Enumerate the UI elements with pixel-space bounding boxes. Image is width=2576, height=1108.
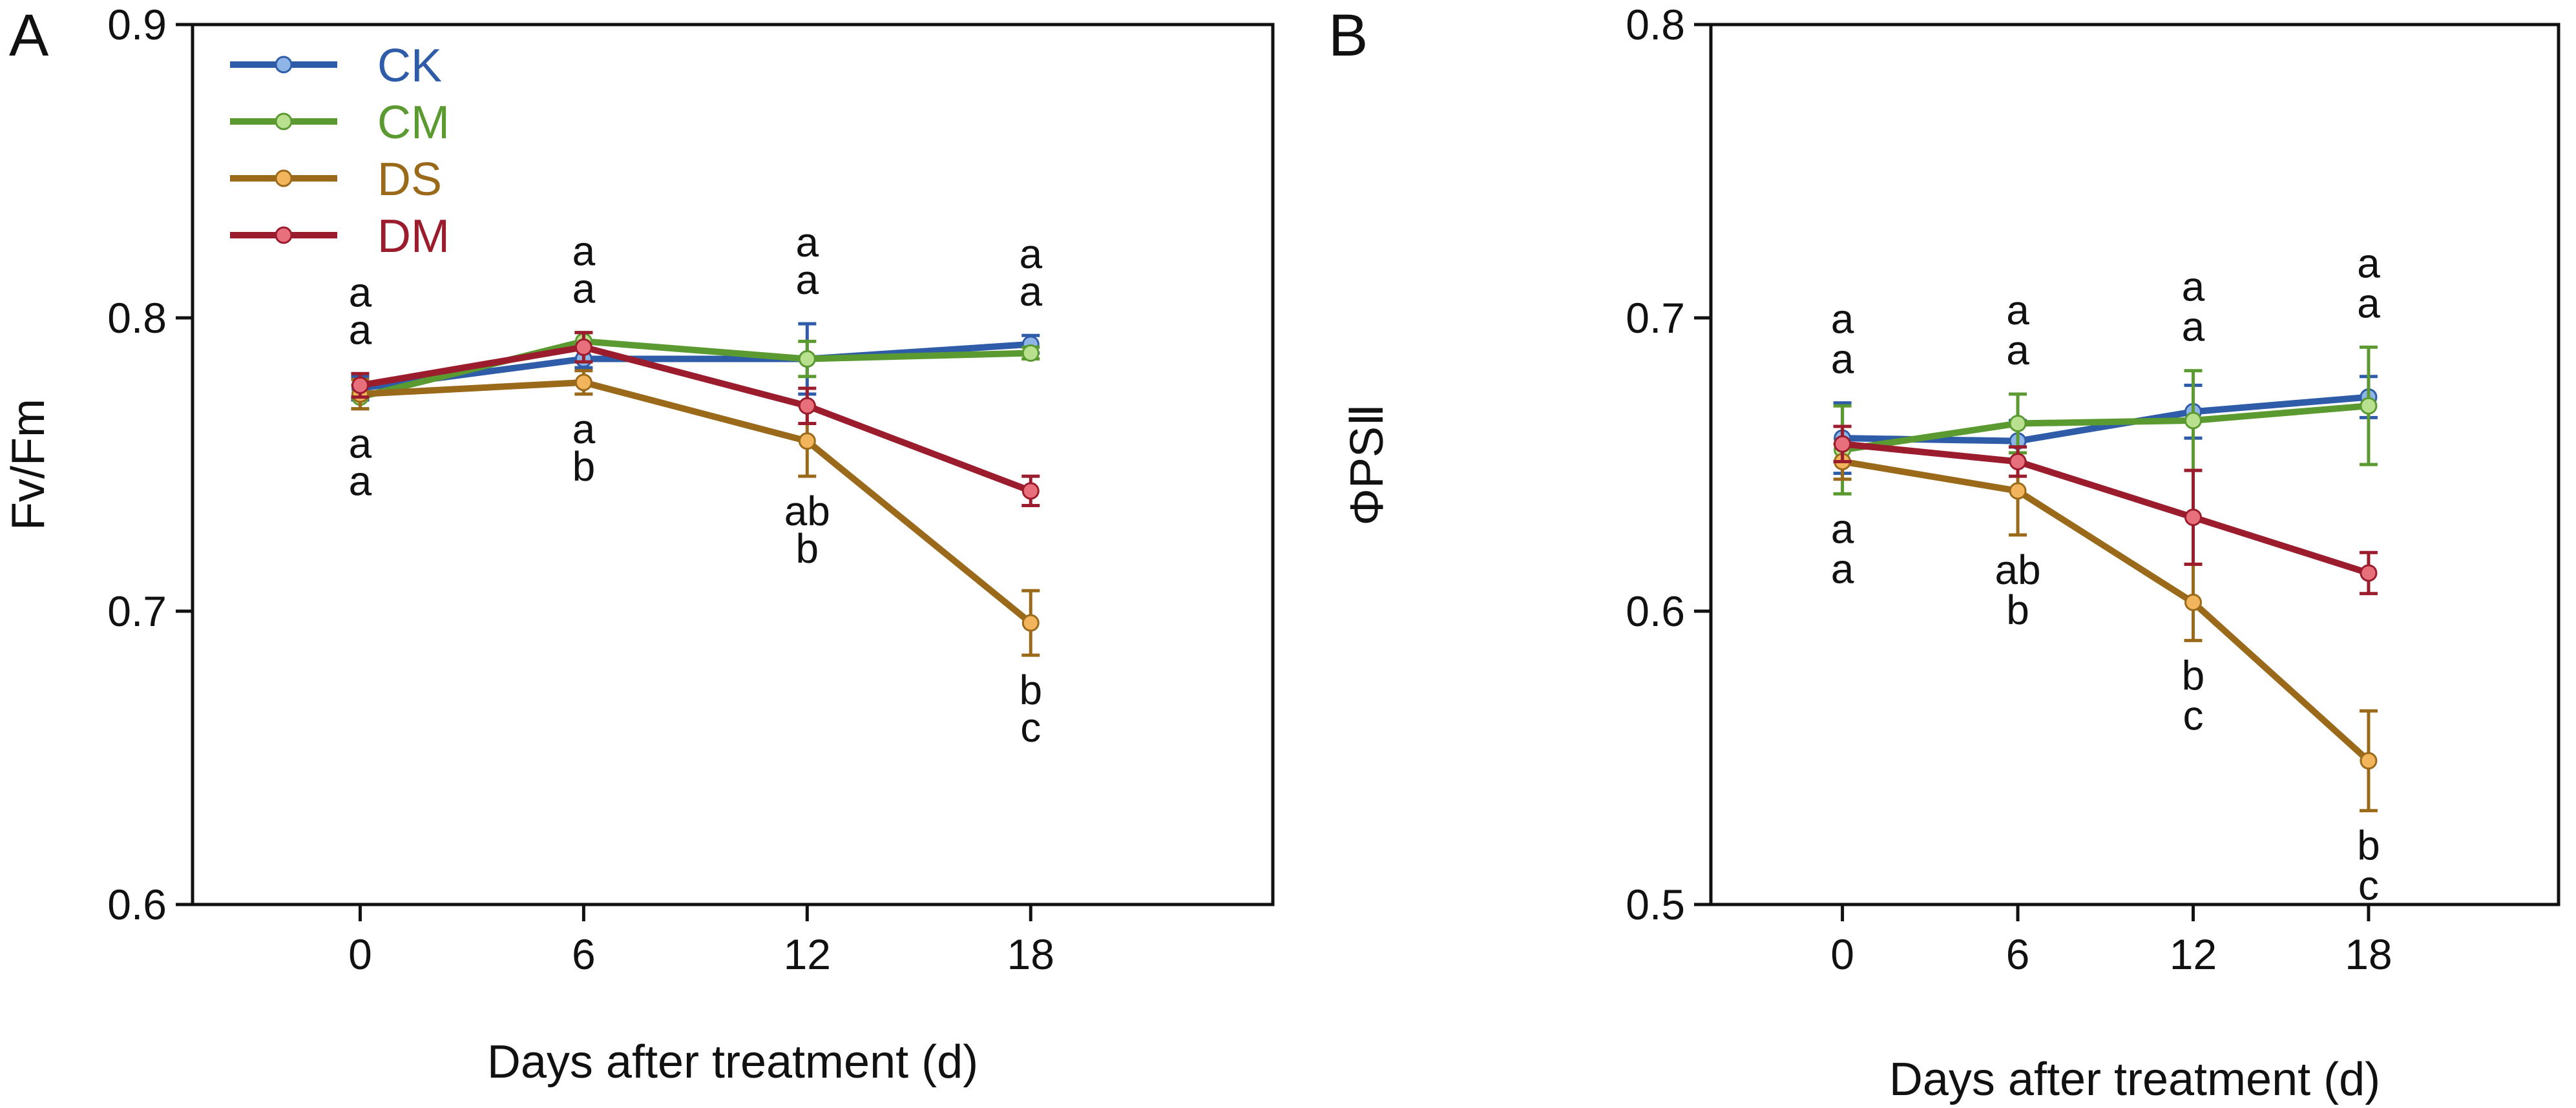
data-point [1021, 614, 1040, 632]
data-point [574, 338, 592, 356]
data-point [798, 397, 816, 415]
legend-label: DM [377, 211, 450, 262]
significance-letter: c [2358, 862, 2379, 909]
significance-letter: a [572, 228, 596, 275]
significance-letter: a [349, 421, 372, 467]
data-point [2184, 593, 2202, 611]
significance-letter: a [1019, 268, 1042, 315]
data-point [2009, 452, 2027, 470]
data-point [2360, 564, 2378, 582]
data-point [1834, 435, 1852, 453]
significance-letter: a [1831, 505, 1854, 552]
x-axis-label: Days after treatment (d) [1889, 1054, 2380, 1105]
data-point [2009, 414, 2027, 432]
series-line-dm [359, 344, 1032, 494]
significance-letter: a [796, 219, 819, 266]
significance-letter: b [796, 525, 819, 572]
series-line-cm [1841, 402, 2369, 454]
significance-letter: a [2006, 327, 2029, 373]
x-tick-label: 12 [2170, 930, 2217, 978]
significance-letter: a [349, 269, 372, 315]
significance-letter: a [2357, 280, 2380, 326]
x-tick-label: 0 [348, 930, 372, 978]
plot-frame [191, 23, 1275, 906]
panel-b: B 0.5 0.6 0.7 0.8 0 6 12 18 Days after treatment … [1328, 1, 2560, 1105]
data-point [1021, 344, 1040, 362]
significance-letter: b [2182, 652, 2205, 698]
significance-letter: b [2357, 822, 2380, 869]
data-point [574, 373, 592, 392]
panel-label: B [1328, 3, 1368, 68]
data-point [798, 350, 816, 368]
x-tick-label: 6 [572, 930, 596, 978]
legend-marker [275, 56, 293, 74]
data-point [2184, 508, 2202, 527]
significance-letter: a [1831, 336, 1854, 382]
x-tick-label: 0 [1830, 930, 1854, 978]
data-point [2360, 752, 2378, 770]
legend-label: CK [377, 40, 442, 92]
significance-letter: a [1831, 545, 1854, 592]
y-tick-label: 0.9 [107, 1, 167, 48]
legend-label: DS [377, 154, 442, 205]
significance-letter: ab [784, 488, 830, 534]
data-point [351, 376, 369, 394]
series-line-ds [360, 379, 1033, 626]
y-axis-label: Fv/Fm [3, 399, 54, 530]
y-tick-label: 0.7 [107, 587, 167, 635]
y-tick-label: 0.7 [1626, 294, 1685, 342]
panel-label: A [9, 3, 49, 68]
x-tick-label: 12 [784, 930, 831, 978]
data-point [1021, 482, 1040, 500]
significance-letter: b [1019, 667, 1042, 713]
x-axis-label: Days after treatment (d) [487, 1036, 978, 1088]
series-ds [351, 369, 1040, 657]
x-tick-label: 18 [2345, 930, 2392, 978]
significance-letter: c [1020, 704, 1041, 751]
panel-a: A 0.6 0.7 0.8 0.9 0 6 12 18 Days after treatment … [3, 1, 1275, 1088]
series-ds [1833, 442, 2378, 813]
legend-marker [275, 169, 293, 187]
significance-letter: a [349, 458, 372, 505]
y-tick-label: 0.8 [1626, 1, 1685, 48]
significance-letter: a [1831, 296, 1854, 342]
y-tick-label: 0.6 [1626, 587, 1685, 635]
significance-letter: a [2182, 304, 2205, 350]
series-line-dm [1842, 441, 2370, 576]
data-point [2360, 397, 2378, 415]
legend-marker [275, 112, 293, 131]
x-tick-label: 18 [1007, 930, 1054, 978]
significance-letter: ab [1995, 547, 2040, 593]
significance-letter: a [349, 306, 372, 353]
significance-letter: b [572, 443, 596, 490]
series-line-ck [359, 340, 1031, 392]
y-tick-label: 0.5 [1626, 881, 1685, 928]
significance-letter: a [2006, 287, 2029, 333]
significance-letter: a [572, 266, 596, 312]
significance-letter: a [572, 406, 596, 452]
significance-letter: b [2006, 587, 2029, 633]
significance-letter: c [2183, 692, 2203, 738]
series-dm [1833, 424, 2378, 596]
data-point [2184, 412, 2202, 430]
significance-letter: a [796, 256, 819, 303]
data-point [2009, 482, 2027, 500]
significance-letter: a [2357, 240, 2380, 286]
significance-letter: a [2182, 264, 2205, 310]
x-tick-label: 6 [2006, 930, 2030, 978]
series-line-ds [1841, 458, 2371, 764]
series-dm [351, 331, 1040, 508]
y-axis-label: ΦPSⅡ [1341, 404, 1393, 526]
y-tick-label: 0.6 [107, 881, 167, 928]
y-tick-label: 0.8 [107, 294, 167, 342]
legend-marker [275, 226, 293, 244]
plot-frame [1709, 23, 2560, 906]
significance-letter: a [1019, 231, 1042, 277]
data-point [798, 432, 816, 450]
legend-label: CM [377, 97, 450, 149]
